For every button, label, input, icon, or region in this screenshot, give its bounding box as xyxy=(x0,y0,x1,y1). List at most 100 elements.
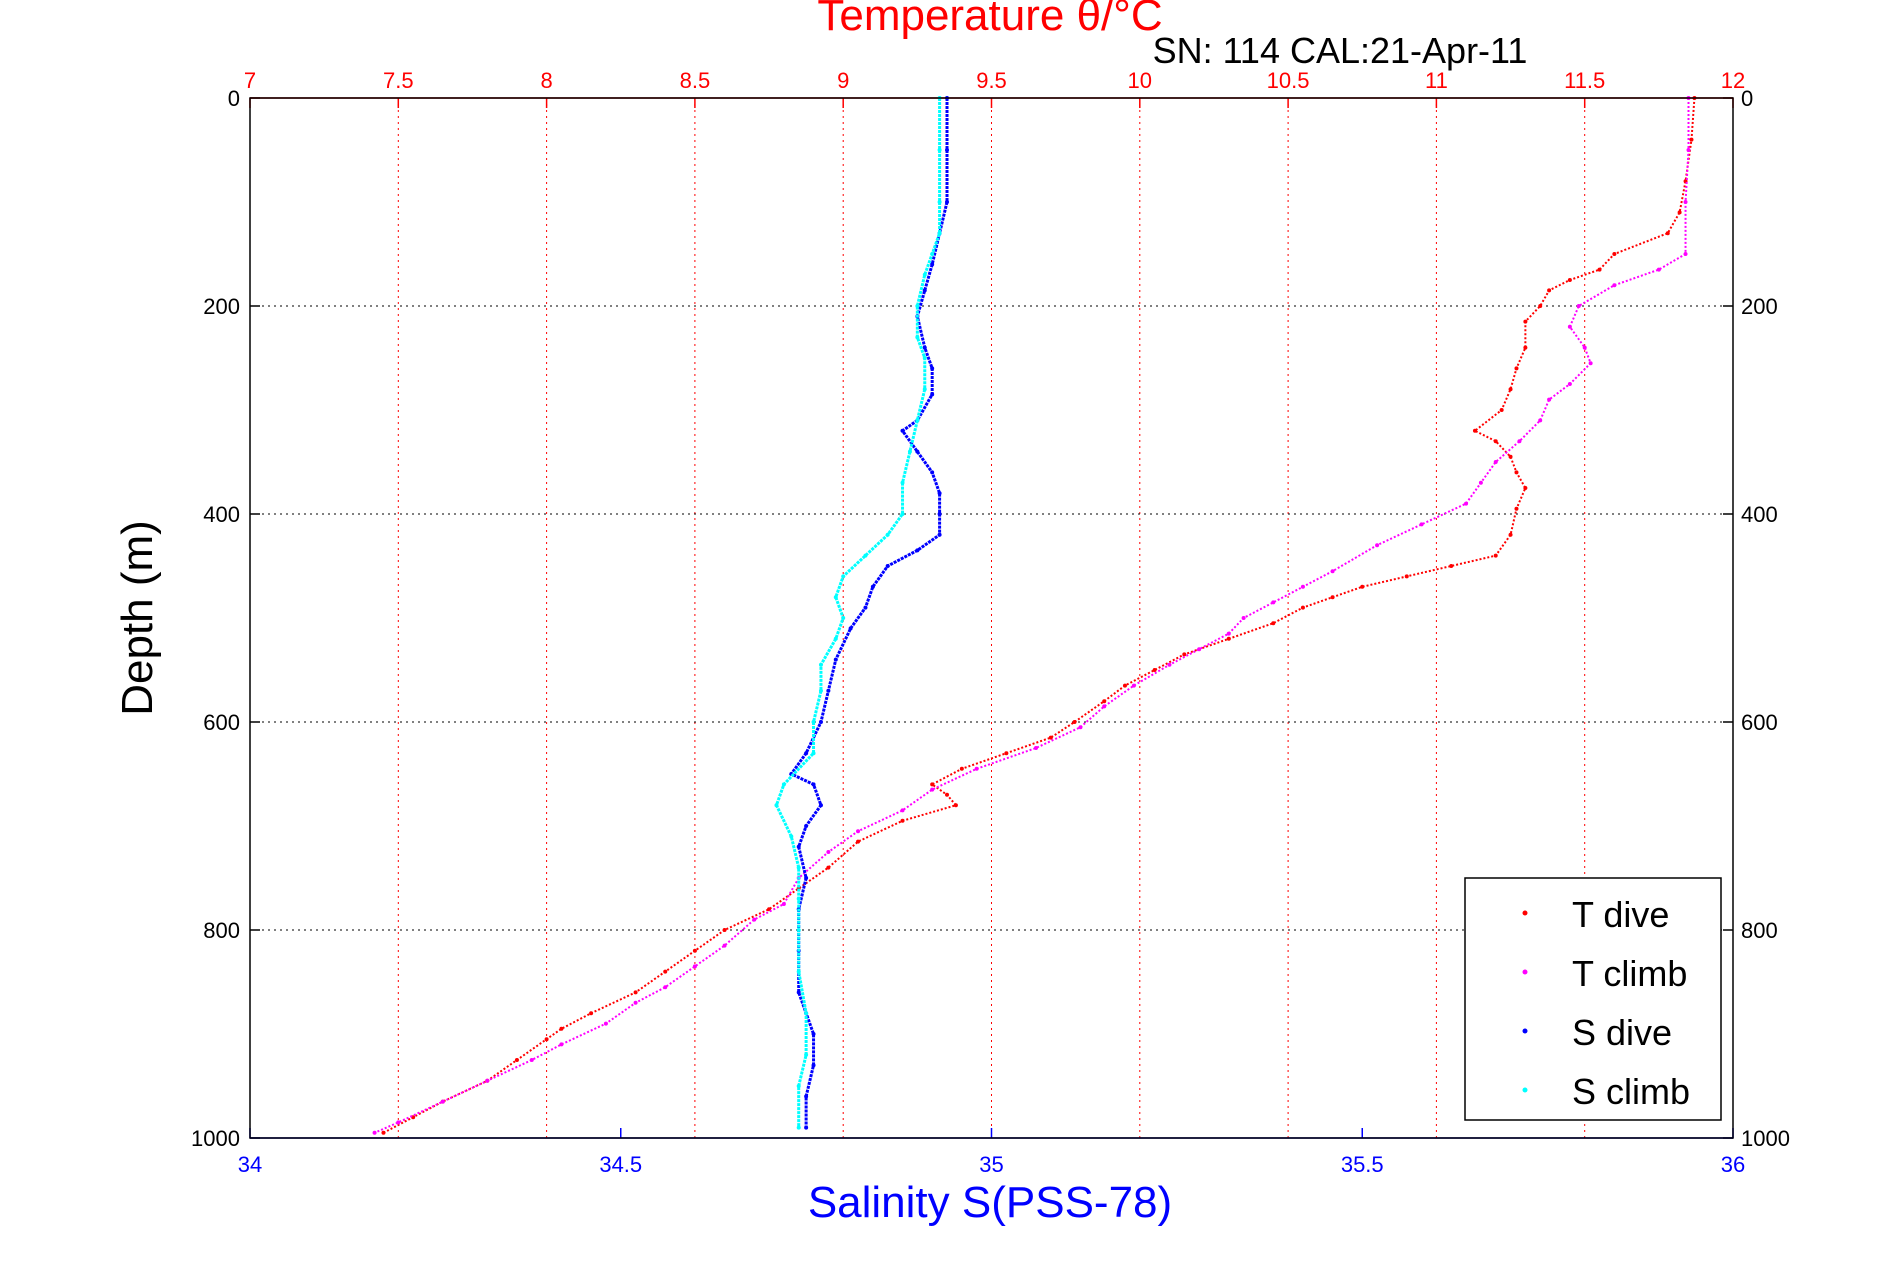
data-point xyxy=(789,834,794,839)
data-point xyxy=(752,917,757,922)
data-point xyxy=(922,356,927,360)
data-point xyxy=(937,148,942,152)
data-point xyxy=(1588,361,1593,366)
data-point xyxy=(804,1125,809,1130)
data-point xyxy=(1538,418,1543,423)
data-point xyxy=(804,876,809,880)
data-point xyxy=(663,969,668,974)
data-point xyxy=(603,1021,608,1026)
data-point xyxy=(1514,506,1519,511)
data-point xyxy=(440,1099,445,1104)
data-point xyxy=(1523,345,1528,350)
data-point xyxy=(922,272,927,277)
data-point xyxy=(1404,574,1409,579)
data-point xyxy=(1197,647,1202,652)
data-point xyxy=(1182,652,1187,657)
depth-tick-label-right: 800 xyxy=(1741,918,1778,943)
data-point xyxy=(863,605,868,610)
series-trace xyxy=(383,97,1696,1134)
data-point xyxy=(848,626,853,631)
depth-tick-label-left: 1000 xyxy=(191,1126,240,1151)
data-point xyxy=(811,782,816,787)
depth-tick-label-right: 1000 xyxy=(1741,1126,1790,1151)
data-point xyxy=(804,751,809,756)
data-point xyxy=(1122,683,1127,688)
data-point xyxy=(930,252,935,256)
data-point xyxy=(833,636,838,641)
data-point xyxy=(796,928,801,932)
legend-label: T dive xyxy=(1572,894,1669,935)
data-point xyxy=(1300,605,1305,610)
data-point xyxy=(1686,148,1691,152)
data-point xyxy=(1360,584,1365,589)
data-point xyxy=(856,839,861,844)
depth-tick-label-left: 400 xyxy=(203,502,240,527)
salinity-tick-label: 35 xyxy=(979,1152,1003,1177)
data-point xyxy=(1576,304,1581,308)
data-point xyxy=(930,782,935,787)
data-point xyxy=(1677,210,1682,215)
data-point xyxy=(900,818,905,823)
temperature-tick-label: 8.5 xyxy=(680,68,711,93)
data-point xyxy=(1004,751,1009,756)
data-point xyxy=(915,418,920,423)
data-point xyxy=(885,532,890,537)
data-point xyxy=(1567,382,1572,386)
data-point xyxy=(856,829,861,834)
data-point xyxy=(796,1125,801,1130)
legend-label: T climb xyxy=(1572,953,1687,994)
legend-label: S climb xyxy=(1572,1071,1690,1112)
data-point xyxy=(1582,345,1587,350)
data-point xyxy=(818,662,823,667)
y-axis-label: Depth (m) xyxy=(113,520,162,716)
data-point xyxy=(900,808,905,813)
data-point xyxy=(1226,631,1231,636)
data-point xyxy=(811,1032,816,1036)
data-point xyxy=(1689,137,1694,142)
data-point xyxy=(1241,616,1246,620)
data-point xyxy=(885,564,890,568)
data-point xyxy=(937,231,942,236)
data-point xyxy=(1508,532,1513,537)
data-point xyxy=(1226,636,1231,641)
temperature-tick-label: 12 xyxy=(1721,68,1745,93)
data-point xyxy=(937,512,942,516)
data-point xyxy=(1131,683,1136,688)
data-point xyxy=(1375,543,1380,548)
data-point xyxy=(922,345,927,350)
data-point xyxy=(722,928,727,932)
data-point xyxy=(841,574,846,579)
data-point xyxy=(922,288,927,293)
data-point xyxy=(945,148,950,152)
temperature-tick-label: 7.5 xyxy=(383,68,414,93)
data-point xyxy=(559,1042,564,1047)
data-point xyxy=(915,548,920,553)
data-point xyxy=(818,720,823,724)
data-point xyxy=(826,865,831,870)
series-trace xyxy=(774,98,942,1128)
data-point xyxy=(930,470,935,475)
data-point xyxy=(529,1058,534,1062)
data-point xyxy=(804,1094,809,1099)
data-point xyxy=(1567,278,1572,282)
data-point xyxy=(833,595,838,600)
data-point xyxy=(1547,397,1552,402)
data-point xyxy=(781,782,786,787)
data-point xyxy=(930,366,935,371)
data-point xyxy=(1419,522,1424,527)
data-point xyxy=(833,657,838,662)
data-point xyxy=(1464,501,1469,506)
data-point xyxy=(1493,460,1498,464)
data-point xyxy=(1508,387,1513,392)
bottom-axis-title: Salinity S(PSS-78) xyxy=(808,1178,1172,1227)
salinity-tick-label: 36 xyxy=(1721,1152,1745,1177)
data-point xyxy=(959,766,964,771)
legend-marker xyxy=(1522,969,1528,975)
data-point xyxy=(922,387,927,392)
data-point xyxy=(1547,288,1552,293)
depth-tick-label-right: 0 xyxy=(1741,86,1753,111)
data-point xyxy=(1683,252,1688,256)
temperature-tick-label: 7 xyxy=(244,68,256,93)
data-point xyxy=(1472,428,1477,433)
data-point xyxy=(1493,553,1498,558)
